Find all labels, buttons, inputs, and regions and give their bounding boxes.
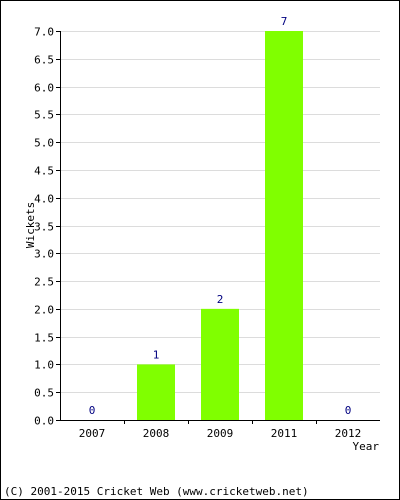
y-tick-label: 7.0 — [34, 26, 54, 39]
x-tick-label: 2009 — [207, 427, 234, 440]
value-labels: 0 1 2 7 0 — [89, 15, 352, 417]
bar-value-label: 1 — [153, 348, 160, 361]
y-tick-labels: 0.0 0.5 1.0 1.5 2.0 2.5 3.0 3.5 4.0 4.5 5.0 5.5 6.0 6… — [34, 26, 54, 428]
bar — [265, 31, 303, 420]
y-tick-label: 0.5 — [34, 387, 54, 400]
bar — [137, 364, 175, 420]
grid-lines — [60, 31, 380, 393]
x-tick-label: 2012 — [335, 427, 362, 440]
y-tick-label: 6.5 — [34, 54, 54, 67]
y-tick-label: 2.0 — [34, 304, 54, 317]
y-tick-label: 3.0 — [34, 248, 54, 261]
x-tick-labels: 2007 2008 2009 2011 2012 — [79, 427, 362, 440]
y-tick-label: 1.0 — [34, 359, 54, 372]
bar-value-label: 0 — [345, 404, 352, 417]
x-axis-title: Year — [353, 440, 380, 453]
x-tick-label: 2007 — [79, 427, 106, 440]
y-axis-title: Wickets — [24, 202, 37, 248]
x-tick-label: 2011 — [271, 427, 298, 440]
y-tick-label: 4.5 — [34, 165, 54, 178]
y-tick-label: 5.0 — [34, 137, 54, 150]
y-tick-label: 1.5 — [34, 332, 54, 345]
copyright-footer: (C) 2001-2015 Cricket Web (www.cricketwe… — [4, 485, 309, 498]
y-tick-label: 4.0 — [34, 193, 54, 206]
x-tick-label: 2008 — [143, 427, 170, 440]
y-tick-label: 3.5 — [34, 221, 54, 234]
bar-value-label: 7 — [281, 15, 288, 28]
y-tick-label: 0.0 — [34, 415, 54, 428]
y-tick-label: 6.0 — [34, 82, 54, 95]
y-tick-label: 5.5 — [34, 109, 54, 122]
bars — [137, 31, 303, 420]
axes — [56, 31, 380, 424]
y-tick-label: 2.5 — [34, 276, 54, 289]
bar — [201, 308, 239, 420]
bar-value-label: 0 — [89, 404, 96, 417]
bar-value-label: 2 — [217, 293, 224, 306]
